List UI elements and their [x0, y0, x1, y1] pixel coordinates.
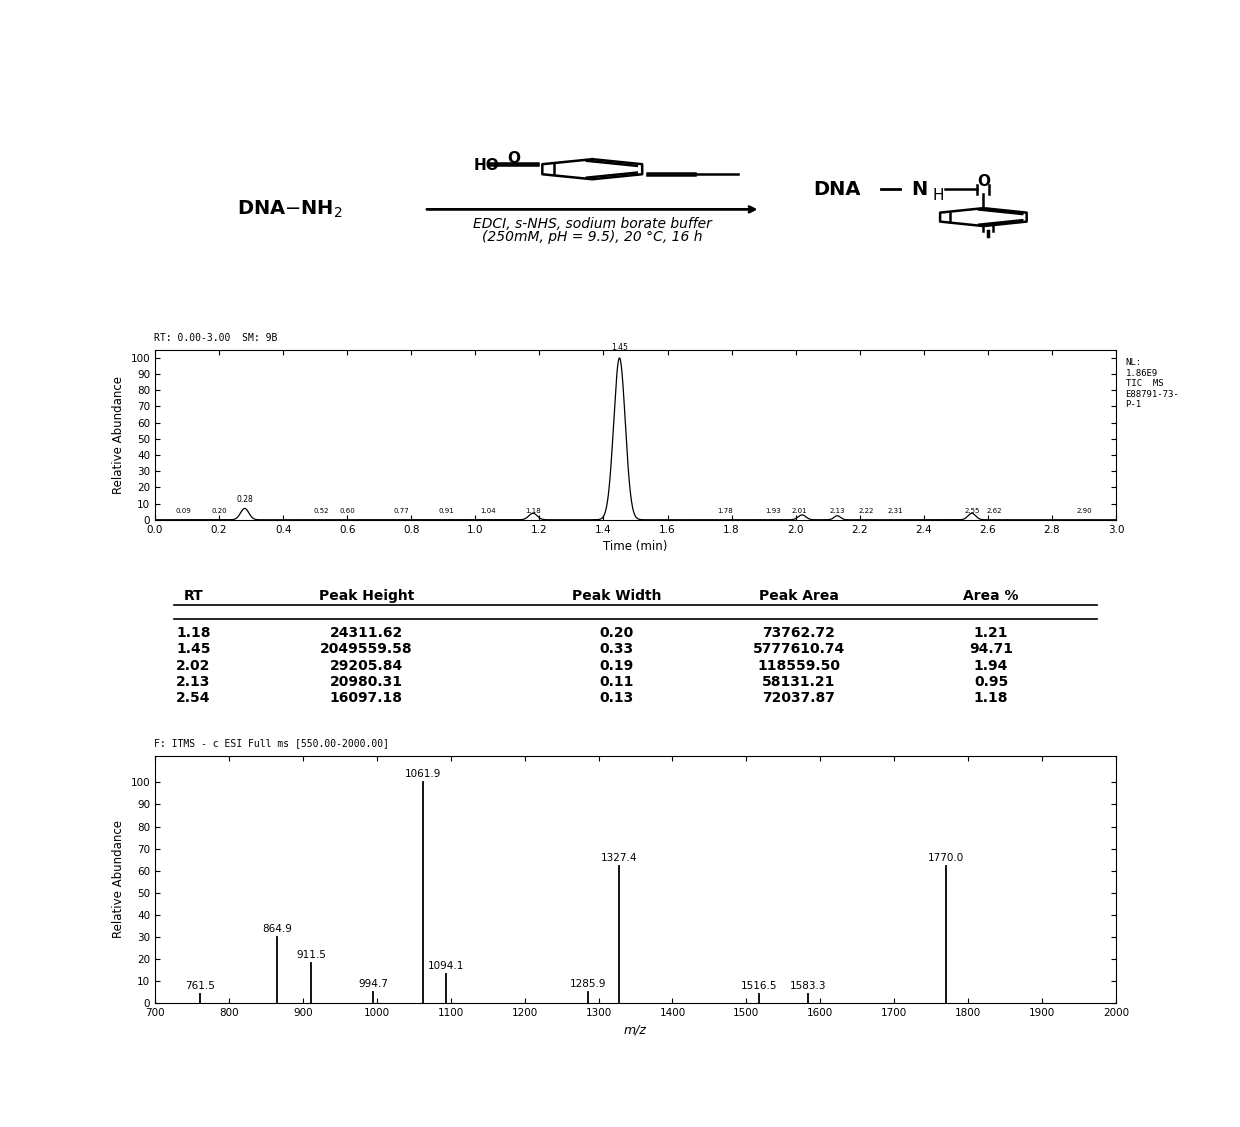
- Text: 2049559.58: 2049559.58: [320, 642, 413, 656]
- Text: 1.04: 1.04: [480, 508, 496, 514]
- Text: Area %: Area %: [963, 589, 1019, 603]
- Text: 72037.87: 72037.87: [763, 691, 836, 706]
- Text: 0.09: 0.09: [176, 508, 192, 514]
- Text: 0.52: 0.52: [314, 508, 330, 514]
- Text: 2.13: 2.13: [176, 675, 211, 689]
- Text: H: H: [932, 188, 944, 203]
- Text: 0.11: 0.11: [599, 675, 634, 689]
- Text: 2.54: 2.54: [176, 691, 211, 706]
- Text: 1.78: 1.78: [717, 508, 733, 514]
- Text: 2.22: 2.22: [858, 508, 874, 514]
- Text: 0.19: 0.19: [599, 658, 634, 673]
- Text: 1.21: 1.21: [973, 627, 1008, 640]
- Text: 994.7: 994.7: [358, 978, 388, 988]
- Y-axis label: Relative Abundance: Relative Abundance: [112, 820, 125, 939]
- Text: 1.45: 1.45: [611, 344, 627, 353]
- Text: F: ITMS - c ESI Full ms [550.00-2000.00]: F: ITMS - c ESI Full ms [550.00-2000.00]: [154, 738, 389, 748]
- Text: 0.28: 0.28: [237, 496, 253, 505]
- Text: 2.31: 2.31: [887, 508, 903, 514]
- Text: 1516.5: 1516.5: [740, 980, 776, 991]
- Text: O: O: [507, 151, 520, 166]
- Y-axis label: Relative Abundance: Relative Abundance: [112, 375, 125, 494]
- Text: 1770.0: 1770.0: [928, 853, 965, 863]
- Text: Peak Height: Peak Height: [319, 589, 414, 603]
- Text: EDCI, s-NHS, sodium borate buffer: EDCI, s-NHS, sodium borate buffer: [472, 218, 712, 231]
- Text: 2.55: 2.55: [965, 508, 980, 514]
- Text: HO: HO: [474, 158, 498, 174]
- Text: 2.02: 2.02: [176, 658, 211, 673]
- Text: 864.9: 864.9: [262, 923, 291, 933]
- Text: 2.01: 2.01: [791, 508, 807, 514]
- Text: 2.62: 2.62: [987, 508, 1002, 514]
- Text: 1061.9: 1061.9: [404, 769, 440, 779]
- Text: 0.20: 0.20: [211, 508, 227, 514]
- Text: 16097.18: 16097.18: [330, 691, 403, 706]
- Text: O: O: [977, 174, 990, 189]
- Text: 0.95: 0.95: [973, 675, 1008, 689]
- Text: 94.71: 94.71: [970, 642, 1013, 656]
- Text: 1094.1: 1094.1: [428, 961, 465, 971]
- Text: 118559.50: 118559.50: [758, 658, 841, 673]
- Text: 0.13: 0.13: [599, 691, 634, 706]
- Text: N: N: [911, 180, 928, 198]
- Text: DNA: DNA: [813, 180, 861, 198]
- Text: 24311.62: 24311.62: [330, 627, 403, 640]
- Text: 0.91: 0.91: [439, 508, 454, 514]
- Text: 0.33: 0.33: [599, 642, 634, 656]
- Text: Peak Width: Peak Width: [572, 589, 661, 603]
- Text: 20980.31: 20980.31: [330, 675, 403, 689]
- Text: 73762.72: 73762.72: [763, 627, 836, 640]
- Text: RT: 0.00-3.00  SM: 9B: RT: 0.00-3.00 SM: 9B: [154, 334, 278, 343]
- Text: 29205.84: 29205.84: [330, 658, 403, 673]
- Text: 1285.9: 1285.9: [570, 978, 606, 988]
- X-axis label: Time (min): Time (min): [604, 540, 667, 553]
- Text: 1.18: 1.18: [176, 627, 211, 640]
- Text: 0.20: 0.20: [599, 627, 634, 640]
- X-axis label: m/z: m/z: [624, 1023, 647, 1037]
- Text: 1583.3: 1583.3: [790, 980, 826, 991]
- Text: 2.13: 2.13: [830, 508, 846, 514]
- Text: NL:
1.86E9
TIC  MS
E88791-73-
P-1: NL: 1.86E9 TIC MS E88791-73- P-1: [1126, 358, 1179, 409]
- Text: 0.60: 0.60: [340, 508, 355, 514]
- Text: 1.94: 1.94: [973, 658, 1008, 673]
- Text: 1.45: 1.45: [176, 642, 211, 656]
- Text: 1.93: 1.93: [765, 508, 781, 514]
- Text: 1.18: 1.18: [525, 508, 541, 514]
- Text: 5777610.74: 5777610.74: [753, 642, 844, 656]
- Text: (250mM, pH = 9.5), 20 °C, 16 h: (250mM, pH = 9.5), 20 °C, 16 h: [482, 230, 703, 245]
- Text: 0.77: 0.77: [394, 508, 409, 514]
- Text: 58131.21: 58131.21: [763, 675, 836, 689]
- Text: RT: RT: [184, 589, 203, 603]
- Text: 2.90: 2.90: [1076, 508, 1091, 514]
- Text: 1327.4: 1327.4: [600, 853, 637, 863]
- Text: 1.18: 1.18: [973, 691, 1008, 706]
- Text: 911.5: 911.5: [296, 950, 326, 960]
- Text: DNA$-$NH$_2$: DNA$-$NH$_2$: [237, 198, 342, 220]
- Text: Peak Area: Peak Area: [759, 589, 838, 603]
- Text: 761.5: 761.5: [186, 980, 216, 991]
